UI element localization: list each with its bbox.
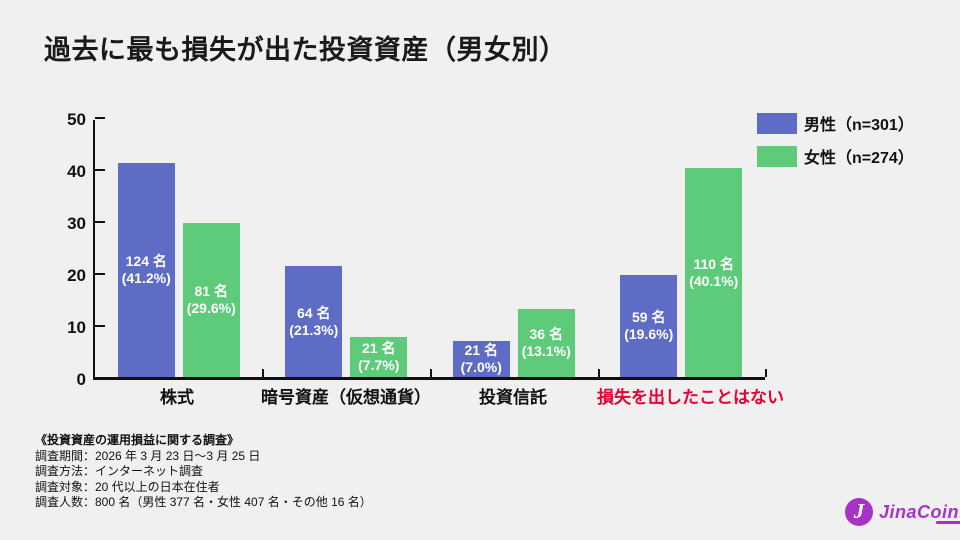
y-axis-tick-label: 40: [67, 162, 86, 181]
bar-value-label: 36 名 (13.1%): [521, 325, 571, 359]
y-axis-tick-label: 20: [67, 266, 86, 285]
category-group-1: 124 名 (41.2%) 81 名 (29.6%): [95, 120, 263, 377]
survey-target: 調査対象：20 代以上の日本在住者: [35, 479, 220, 494]
bar-male: 59 名 (19.6%): [620, 275, 678, 377]
y-axis-tick-mark: [95, 117, 105, 119]
legend-swatch-female: [757, 145, 797, 167]
x-axis-tick-mark: [598, 369, 600, 377]
bar-value-label: 110 名 (40.1%): [689, 255, 739, 289]
chart-title: 過去に最も損失が出た投資資産（男女別）: [44, 35, 567, 65]
survey-method: 調査方法：インターネット調査: [35, 464, 204, 478]
y-axis-tick-mark: [95, 221, 105, 223]
jinacoin-logo-icon: J: [845, 498, 873, 526]
bar-value-label: 21 名 (7.0%): [460, 341, 502, 375]
bar-female: 21 名 (7.7%): [350, 336, 408, 377]
survey-period: 調査期間：2026 年 3 月 23 日～3 月 25 日: [35, 448, 261, 463]
bar-value-label: 64 名 (21.3%): [289, 304, 339, 338]
logo-j-glyph: J: [853, 498, 865, 523]
jinacoin-logo: J JinaCoin: [845, 498, 960, 526]
survey-sample-size: 調査人数：800 名（男性 377 名・女性 407 名・その他 16 名）: [35, 495, 372, 509]
bar-chart-plot-area: 124 名 (41.2%) 81 名 (29.6%) 64 名 (21.3%) 21 名 (7…: [93, 117, 767, 380]
x-axis-tick-mark: [262, 369, 264, 377]
legend-item-female: 女性（n=274）: [757, 144, 914, 168]
bar-male: 64 名 (21.3%): [285, 266, 343, 377]
y-axis-tick-label: 50: [67, 110, 86, 129]
chart-legend: 男性（n=301） 女性（n=274）: [757, 111, 914, 177]
bar-female: 110 名 (40.1%): [685, 168, 743, 377]
bar-value-label: 124 名 (41.2%): [121, 252, 171, 286]
category-group-3: 21 名 (7.0%) 36 名 (13.1%): [430, 120, 598, 377]
bars-container: 124 名 (41.2%) 81 名 (29.6%) 64 名 (21.3%) 21 名 (7…: [95, 120, 765, 377]
bar-female: 81 名 (29.6%): [182, 223, 240, 377]
category-label-1: 株式: [160, 388, 194, 407]
y-axis-tick-mark: [95, 169, 105, 171]
y-axis-tick-label: 10: [67, 318, 86, 337]
y-axis: 0 10 20 30 40 50: [38, 110, 86, 389]
legend-item-male: 男性（n=301）: [757, 111, 914, 135]
legend-label-female: 女性（n=274）: [804, 150, 914, 167]
bar-female: 36 名 (13.1%): [517, 308, 575, 377]
survey-notes: 《投資資産の運用損益に関する調査》 調査期間：2026 年 3 月 23 日～3…: [35, 433, 372, 511]
category-group-2: 64 名 (21.3%) 21 名 (7.7%): [263, 120, 431, 377]
category-label-2: 暗号資産（仮想通貨）: [261, 388, 431, 407]
legend-swatch-male: [757, 112, 797, 134]
category-group-4: 59 名 (19.6%) 110 名 (40.1%): [598, 120, 766, 377]
legend-label-male: 男性（n=301）: [804, 117, 914, 134]
x-axis-tick-mark: [430, 369, 432, 377]
bar-value-label: 59 名 (19.6%): [624, 309, 674, 343]
bar-value-label: 81 名 (29.6%): [186, 283, 236, 317]
survey-notes-heading: 《投資資産の運用損益に関する調査》: [35, 433, 240, 447]
category-label-3: 投資信託: [479, 388, 547, 407]
x-axis-category-labels: 株式 暗号資産（仮想通貨） 投資信託 損失を出したことはない: [93, 388, 784, 408]
y-axis-tick-label: 0: [76, 370, 86, 389]
jinacoin-logo-text: JinaCoin: [879, 501, 960, 524]
bar-male: 21 名 (7.0%): [452, 340, 510, 377]
bar-value-label: 21 名 (7.7%): [358, 339, 400, 373]
y-axis-tick-label: 30: [67, 214, 86, 233]
x-axis-tick-mark: [765, 369, 767, 377]
category-label-4: 損失を出したことはない: [597, 388, 784, 407]
bar-male: 124 名 (41.2%): [117, 162, 175, 377]
y-axis-tick-mark: [95, 273, 105, 275]
y-axis-tick-mark: [95, 325, 105, 327]
